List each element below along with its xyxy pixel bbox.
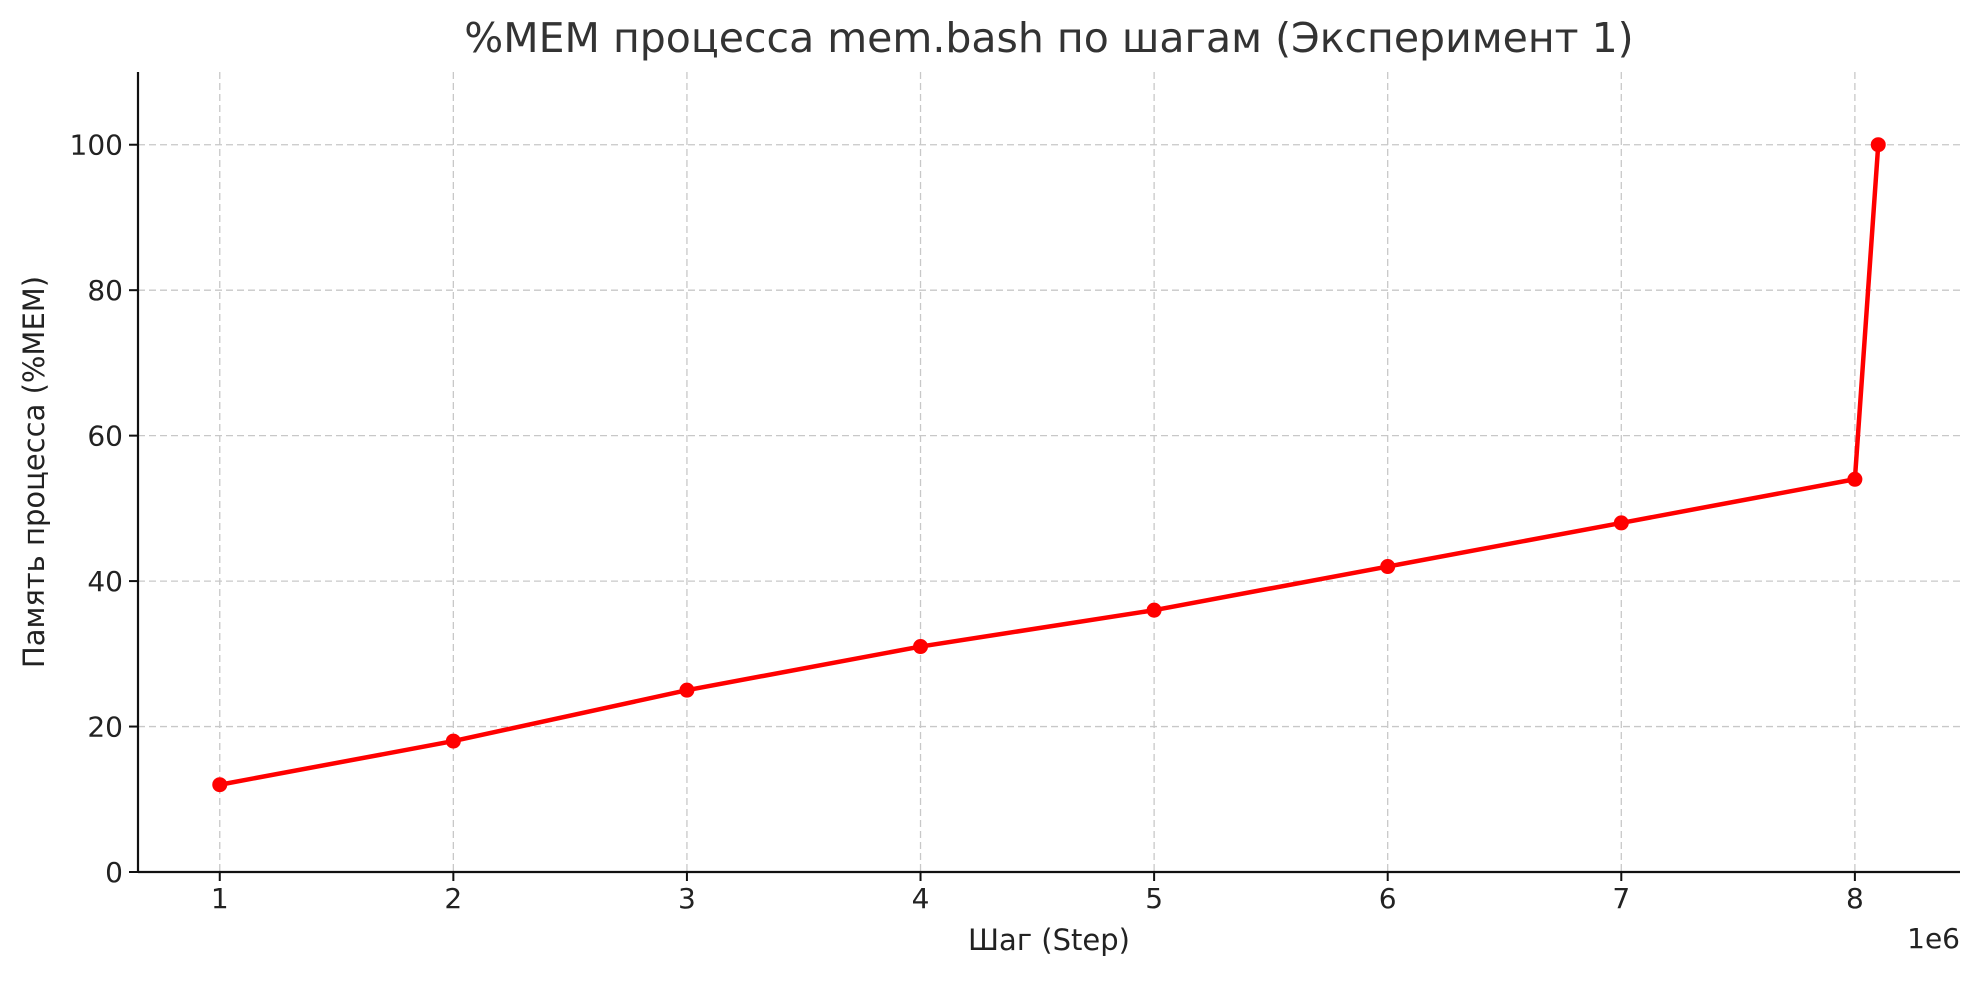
- axes: [136, 72, 1960, 874]
- y-tick-label: 100: [70, 129, 123, 162]
- x-tick-label: 2: [444, 882, 462, 915]
- data-point: [1847, 471, 1863, 487]
- grid: [138, 72, 1960, 872]
- x-tick-label: 6: [1379, 882, 1397, 915]
- y-tick-label: 60: [87, 420, 123, 453]
- x-tick-label: 5: [1145, 882, 1163, 915]
- x-tick-label: 7: [1612, 882, 1630, 915]
- y-tick-label: 40: [87, 565, 123, 598]
- y-tick-label: 20: [87, 711, 123, 744]
- y-tick-label: 80: [87, 274, 123, 307]
- data-point: [1613, 515, 1629, 531]
- series-line: [217, 142, 1881, 787]
- data-point: [1380, 559, 1396, 575]
- data-point: [212, 777, 228, 793]
- data-point: [1870, 137, 1886, 153]
- data-point: [1146, 602, 1162, 618]
- data-point: [913, 639, 929, 655]
- y-tick-label: 0: [105, 856, 123, 889]
- data-point: [445, 733, 461, 749]
- x-axis-offset-label: 1e6: [1907, 922, 1960, 955]
- series: [212, 137, 1886, 793]
- x-tick-label: 4: [912, 882, 930, 915]
- x-tick-label: 1: [211, 882, 229, 915]
- chart-title: %MEM процесса mem.bash по шагам (Экспери…: [464, 14, 1633, 62]
- y-axis-label: Память процесса (%MEM): [17, 276, 51, 668]
- data-point: [679, 682, 695, 698]
- x-tick-label: 8: [1846, 882, 1864, 915]
- x-tick-label: 3: [678, 882, 696, 915]
- x-axis-label: Шаг (Step): [968, 923, 1130, 957]
